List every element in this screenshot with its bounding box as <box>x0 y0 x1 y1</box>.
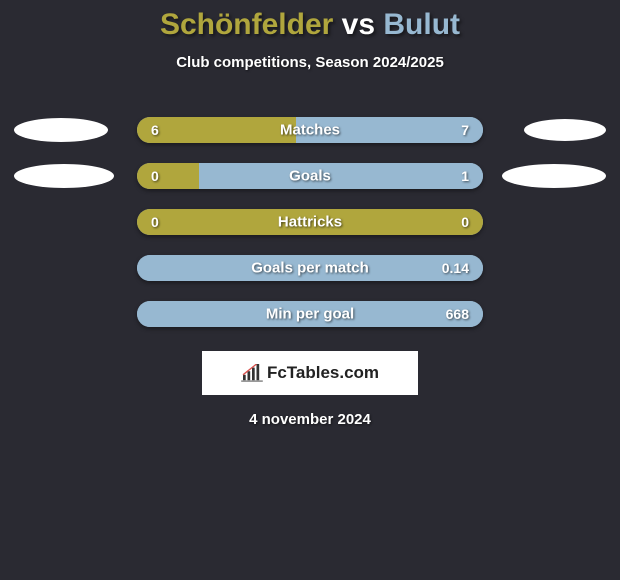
title-player1: Schönfelder <box>160 8 333 41</box>
stat-label: Goals <box>289 168 331 185</box>
title-player2: Bulut <box>383 8 460 41</box>
page-title: Schönfelder vs Bulut <box>0 8 620 42</box>
stat-label: Goals per match <box>251 260 369 277</box>
right-ellipse <box>502 164 606 188</box>
bar-left-fill <box>137 117 296 143</box>
stat-right-value: 668 <box>446 306 469 322</box>
stat-right-value: 1 <box>461 168 469 184</box>
stat-left-value: 6 <box>151 122 159 138</box>
logo-text: FcTables.com <box>267 363 379 383</box>
stat-row: 0 0 Hattricks <box>0 199 620 245</box>
subtitle: Club competitions, Season 2024/2025 <box>0 54 620 71</box>
stat-label: Hattricks <box>278 214 342 231</box>
stat-right-value: 0 <box>461 214 469 230</box>
stat-row: 0.14 Goals per match <box>0 245 620 291</box>
comparison-infographic: Schönfelder vs Bulut Club competitions, … <box>0 0 620 428</box>
right-ellipse <box>524 119 606 141</box>
stat-row: 0 1 Goals <box>0 153 620 199</box>
stat-bar: 0 1 Goals <box>137 163 483 189</box>
title-vs: vs <box>342 8 375 41</box>
stat-bar: 0.14 Goals per match <box>137 255 483 281</box>
stat-bar: 668 Min per goal <box>137 301 483 327</box>
logo-box: FcTables.com <box>202 351 418 395</box>
bar-left-fill <box>137 163 199 189</box>
stat-right-value: 0.14 <box>442 260 469 276</box>
stat-left-value: 0 <box>151 168 159 184</box>
stat-label: Min per goal <box>266 306 354 323</box>
bar-chart-icon <box>241 364 263 382</box>
stat-rows: 6 7 Matches 0 1 Goals 0 0 Hattricks 0.14 Goals per… <box>0 107 620 337</box>
stat-bar: 0 0 Hattricks <box>137 209 483 235</box>
bar-right-fill <box>199 163 483 189</box>
stat-label: Matches <box>280 122 340 139</box>
left-ellipse <box>14 118 108 142</box>
left-ellipse <box>14 164 114 188</box>
stat-row: 6 7 Matches <box>0 107 620 153</box>
date-label: 4 november 2024 <box>0 411 620 428</box>
stat-bar: 6 7 Matches <box>137 117 483 143</box>
stat-row: 668 Min per goal <box>0 291 620 337</box>
stat-left-value: 0 <box>151 214 159 230</box>
stat-right-value: 7 <box>461 122 469 138</box>
